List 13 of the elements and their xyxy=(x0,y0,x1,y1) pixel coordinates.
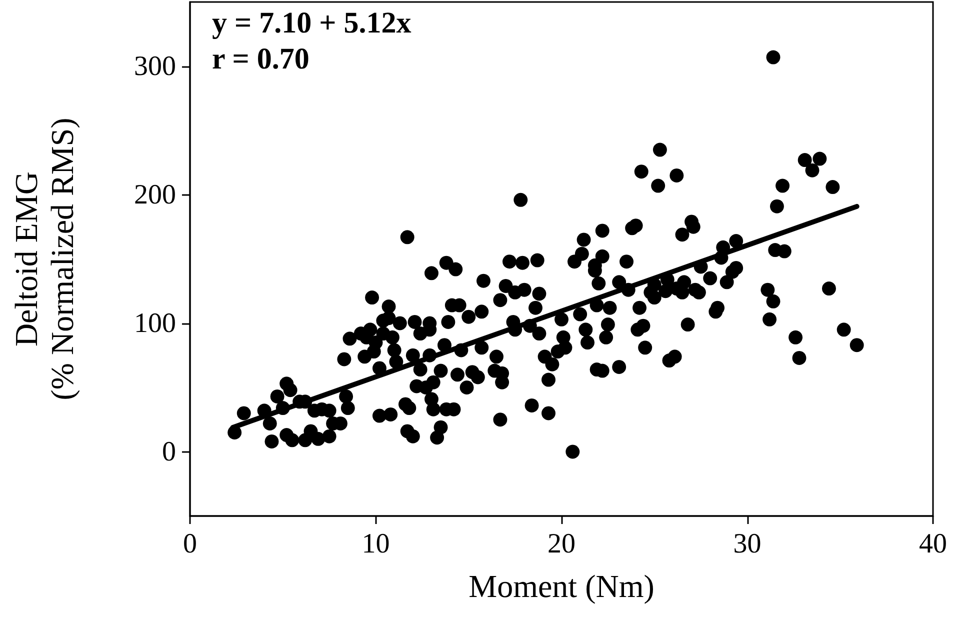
y-tick-label: 300 xyxy=(134,50,176,82)
x-tick-label: 40 xyxy=(919,528,947,560)
x-tick-label: 20 xyxy=(548,528,576,560)
y-tick-label: 100 xyxy=(134,308,176,339)
annotation: r = 0.70 xyxy=(212,42,310,76)
y-tick-label: 0 xyxy=(162,436,176,468)
x-tick-label: 0 xyxy=(183,528,197,560)
annotation: y = 7.10 + 5.12x xyxy=(212,6,412,40)
x-tick-label: 30 xyxy=(733,528,762,560)
x-tick-label: 10 xyxy=(362,528,390,560)
y-axis-title: Deltoid EMG (% Normalized RMS) xyxy=(8,118,80,400)
x-axis-title: Moment (Nm) xyxy=(468,568,654,604)
y-tick-label: 200 xyxy=(134,179,176,210)
